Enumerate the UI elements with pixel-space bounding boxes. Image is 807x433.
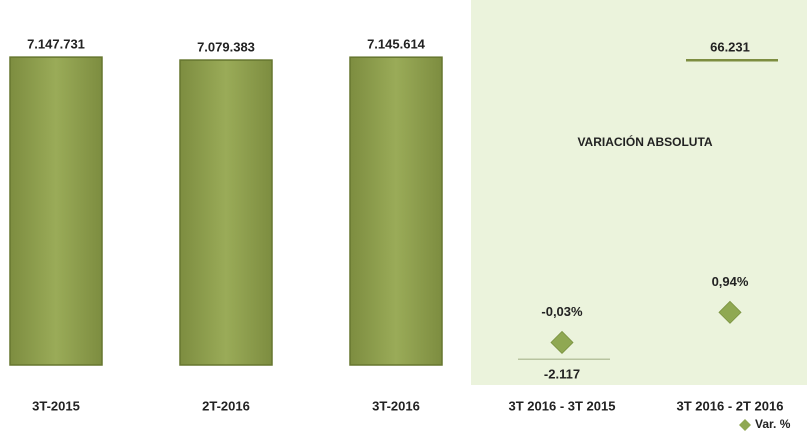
legend-label: Var. % <box>755 417 791 431</box>
bar <box>179 59 273 366</box>
value-label: 7.079.383 <box>197 39 255 54</box>
legend-marker <box>739 419 751 431</box>
bar <box>9 56 103 366</box>
bar <box>349 56 443 366</box>
value-label: 7.147.731 <box>27 37 85 52</box>
value-label: 7.145.614 <box>367 37 426 52</box>
diamond-marker <box>718 300 742 324</box>
x-tick-label: 2T-2016 <box>202 398 250 413</box>
value-label: 0,94% <box>712 274 749 289</box>
value-label: -0,03% <box>541 304 583 319</box>
value-label: 66.231 <box>710 40 750 55</box>
panel-title: VARIACIÓN ABSOLUTA <box>577 134 712 149</box>
value-label: -2.117 <box>544 367 580 382</box>
panel-background <box>471 0 807 385</box>
diamond-marker <box>550 330 574 355</box>
x-tick-label: 3T 2016 - 3T 2015 <box>509 398 616 413</box>
x-tick-label: 3T-2016 <box>372 398 420 413</box>
x-tick-label: 3T-2015 <box>32 398 80 413</box>
x-tick-label: 3T 2016 - 2T 2016 <box>677 398 784 413</box>
